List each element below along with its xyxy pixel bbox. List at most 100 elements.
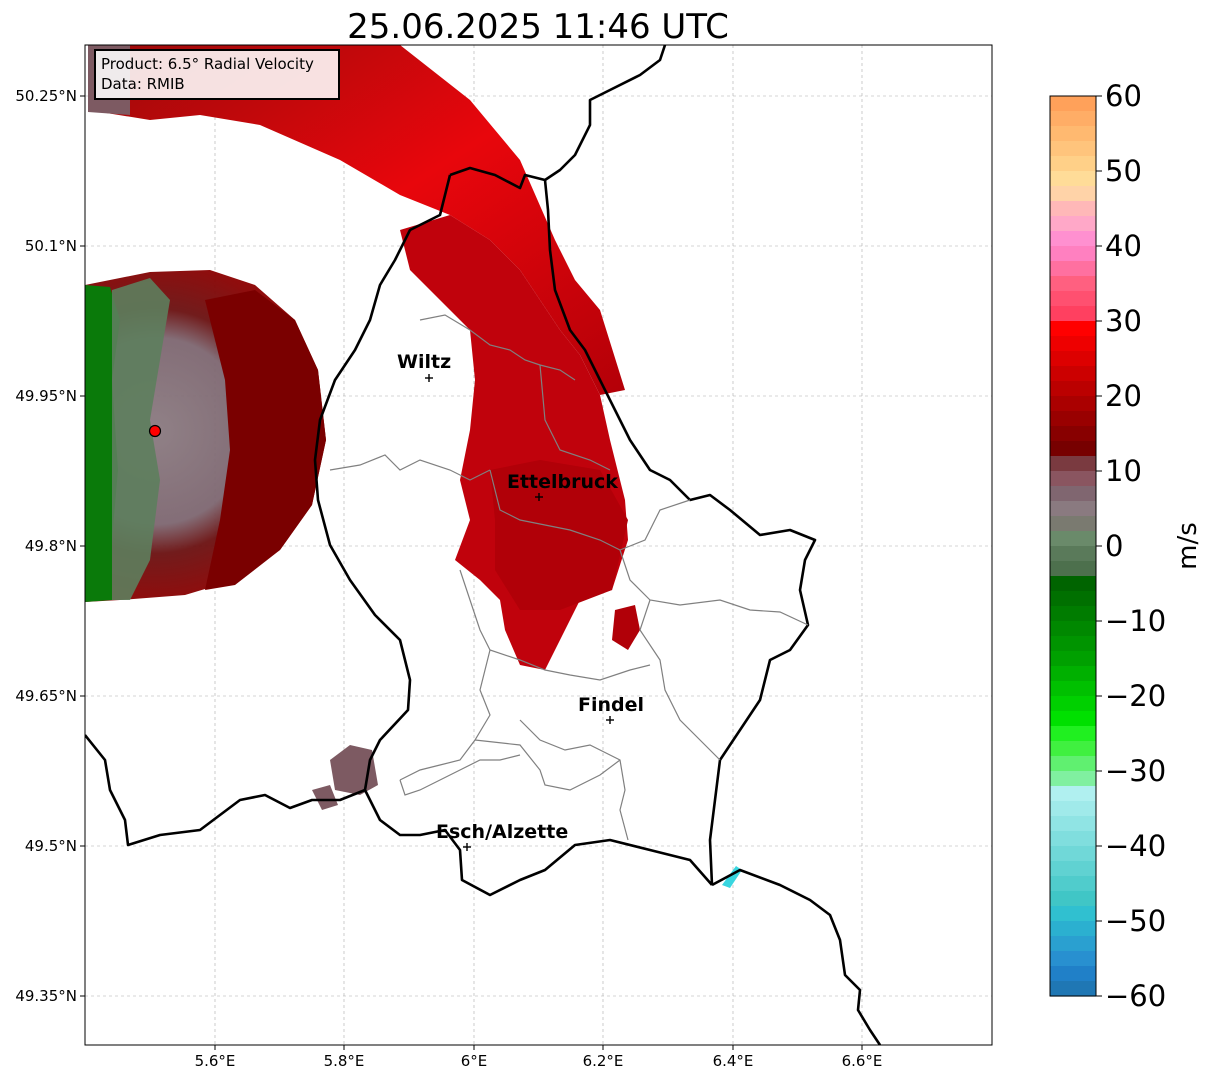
product-info-box: Product: 6.5° Radial Velocity Data: RMIB — [94, 49, 340, 100]
colorbar-band — [1050, 486, 1096, 502]
lat-tick-labels: 50.25°N 50.1°N 49.95°N 49.8°N 49.65°N 49… — [15, 87, 85, 1005]
colorbar-band — [1050, 666, 1096, 682]
colorbar-band — [1050, 291, 1096, 307]
colorbar-band — [1050, 576, 1096, 592]
colorbar-tick-label: −50 — [1105, 904, 1166, 938]
colorbar: 60 50 40 30 20 10 0 −10 −20 −30 −40 −50 … — [1049, 79, 1203, 1013]
colorbar-band — [1050, 651, 1096, 667]
colorbar-band — [1050, 921, 1096, 937]
colorbar-band — [1050, 546, 1096, 562]
map-title: 25.06.2025 11:46 UTC — [347, 7, 729, 47]
lat-tick-label: 49.95°N — [15, 387, 77, 405]
colorbar-band — [1050, 561, 1096, 577]
lon-tick-label: 6.2°E — [583, 1052, 624, 1070]
colorbar-band — [1050, 501, 1096, 517]
lat-tick-label: 50.1°N — [25, 237, 77, 255]
colorbar-tick-label: −30 — [1105, 754, 1166, 788]
colorbar-band — [1050, 141, 1096, 157]
lat-tick-label: 50.25°N — [15, 87, 77, 105]
colorbar-band — [1050, 396, 1096, 412]
colorbar-band — [1050, 426, 1096, 442]
colorbar-band — [1050, 321, 1096, 337]
colorbar-band — [1050, 711, 1096, 727]
city-label-esch-alzette: Esch/Alzette — [436, 821, 568, 843]
colorbar-band — [1050, 726, 1096, 742]
colorbar-band — [1050, 201, 1096, 217]
colorbar-band — [1050, 771, 1096, 787]
colorbar-band — [1050, 276, 1096, 292]
colorbar-band — [1050, 471, 1096, 487]
colorbar-band — [1050, 831, 1096, 847]
lon-tick-labels: 5.6°E 5.8°E 6°E 6.2°E 6.4°E 6.6°E — [195, 1045, 883, 1070]
lon-tick-label: 6°E — [461, 1052, 488, 1070]
colorbar-band — [1050, 891, 1096, 907]
city-label-wiltz: Wiltz — [397, 351, 451, 373]
colorbar-band — [1050, 801, 1096, 817]
colorbar-band — [1050, 606, 1096, 622]
colorbar-tick-label: 60 — [1105, 79, 1142, 113]
colorbar-band — [1050, 456, 1096, 472]
lat-tick-label: 49.8°N — [25, 537, 77, 555]
colorbar-band — [1050, 186, 1096, 202]
colorbar-band — [1050, 381, 1096, 397]
colorbar-tick-label: −60 — [1105, 979, 1166, 1013]
colorbar-tick-label: −20 — [1105, 679, 1166, 713]
colorbar-band — [1050, 231, 1096, 247]
colorbar-tick-label: 50 — [1105, 154, 1142, 188]
lon-tick-label: 5.6°E — [195, 1052, 236, 1070]
colorbar-tick-label: −40 — [1105, 829, 1166, 863]
lat-tick-label: 49.65°N — [15, 687, 77, 705]
colorbar-band — [1050, 156, 1096, 172]
map-frame — [84, 44, 993, 1046]
colorbar-band — [1050, 681, 1096, 697]
colorbar-band — [1050, 591, 1096, 607]
lon-tick-label: 6.6°E — [842, 1052, 883, 1070]
colorbar-tick-label: −10 — [1105, 604, 1166, 638]
colorbar-band — [1050, 981, 1096, 997]
city-label-ettelbruck: Ettelbruck — [507, 471, 618, 493]
colorbar-band — [1050, 96, 1096, 112]
colorbar-band — [1050, 171, 1096, 187]
colorbar-band — [1050, 966, 1096, 982]
lat-tick-label: 49.35°N — [15, 987, 77, 1005]
city-label-findel: Findel — [578, 694, 644, 716]
colorbar-ticks: 60 50 40 30 20 10 0 −10 −20 −30 −40 −50 … — [1096, 79, 1166, 1013]
colorbar-band — [1050, 741, 1096, 757]
colorbar-band — [1050, 111, 1096, 127]
colorbar-band — [1050, 861, 1096, 877]
colorbar-band — [1050, 306, 1096, 322]
colorbar-band — [1050, 246, 1096, 262]
colorbar-tick-label: 0 — [1105, 529, 1123, 563]
colorbar-band — [1050, 696, 1096, 712]
city-markers — [425, 374, 614, 851]
colorbar-band — [1050, 951, 1096, 967]
colorbar-band — [1050, 516, 1096, 532]
lon-tick-label: 6.4°E — [713, 1052, 754, 1070]
colorbar-tick-label: 20 — [1105, 379, 1142, 413]
colorbar-band — [1050, 441, 1096, 457]
lon-tick-label: 5.8°E — [324, 1052, 365, 1070]
colorbar-band — [1050, 876, 1096, 892]
colorbar-band — [1050, 846, 1096, 862]
colorbar-band — [1050, 621, 1096, 637]
colorbar-segments — [1050, 96, 1096, 997]
colorbar-band — [1050, 366, 1096, 382]
colorbar-band — [1050, 351, 1096, 367]
colorbar-band — [1050, 816, 1096, 832]
colorbar-band — [1050, 261, 1096, 277]
colorbar-band — [1050, 126, 1096, 142]
map-panel: Wiltz Ettelbruck Findel Esch/Alzette — [85, 45, 992, 1045]
colorbar-band — [1050, 906, 1096, 922]
colorbar-band — [1050, 336, 1096, 352]
lat-tick-label: 49.5°N — [25, 837, 77, 855]
colorbar-band — [1050, 936, 1096, 952]
colorbar-band — [1050, 636, 1096, 652]
colorbar-band — [1050, 216, 1096, 232]
canton-borders — [329, 314, 809, 841]
colorbar-band — [1050, 756, 1096, 772]
colorbar-tick-label: 10 — [1105, 454, 1142, 488]
colorbar-tick-label: 30 — [1105, 304, 1142, 338]
data-source-line: Data: RMIB — [101, 75, 185, 93]
radar-site-marker — [148, 424, 162, 438]
